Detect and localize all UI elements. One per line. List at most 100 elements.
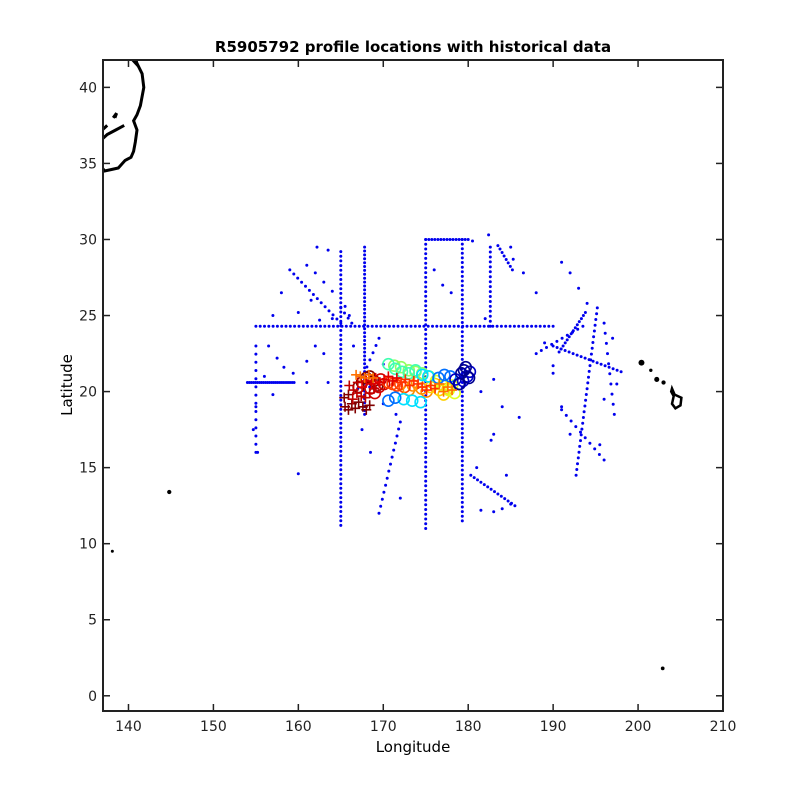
historical-point bbox=[339, 306, 343, 310]
historical-point bbox=[551, 344, 555, 348]
ctd-marker bbox=[383, 371, 394, 382]
historical-point bbox=[460, 427, 464, 431]
x-tick-label: 210 bbox=[710, 719, 737, 735]
y-tick-label: 35 bbox=[79, 156, 97, 172]
historical-point bbox=[268, 381, 272, 384]
historical-point bbox=[460, 256, 464, 260]
historical-point bbox=[254, 377, 258, 381]
plot-frame bbox=[102, 59, 724, 712]
historical-point bbox=[448, 238, 452, 241]
historical-point bbox=[339, 421, 343, 425]
historical-point bbox=[587, 369, 591, 373]
historical-point bbox=[279, 291, 283, 295]
historical-point bbox=[288, 324, 292, 328]
x-tick-label: 150 bbox=[200, 719, 227, 735]
historical-point bbox=[579, 430, 582, 434]
historical-point bbox=[370, 324, 374, 328]
historical-point bbox=[611, 367, 615, 371]
historical-point bbox=[499, 494, 503, 498]
historical-point bbox=[555, 346, 559, 349]
historical-point bbox=[482, 483, 486, 487]
historical-point bbox=[509, 502, 513, 506]
historical-point bbox=[371, 351, 375, 355]
historical-point bbox=[363, 268, 367, 272]
historical-point bbox=[322, 352, 326, 356]
historical-point bbox=[424, 498, 428, 502]
historical-point bbox=[563, 349, 567, 352]
historical-point bbox=[560, 408, 564, 412]
historical-point bbox=[305, 263, 309, 267]
historical-point bbox=[363, 350, 367, 354]
historical-point bbox=[339, 343, 343, 346]
historical-point bbox=[254, 442, 258, 446]
historical-point bbox=[488, 300, 492, 303]
historical-point bbox=[418, 324, 422, 328]
historical-point bbox=[488, 245, 492, 249]
historical-point bbox=[300, 280, 304, 284]
historical-point bbox=[509, 245, 513, 249]
historical-point bbox=[339, 417, 343, 421]
historical-point bbox=[578, 444, 582, 448]
historical-point bbox=[339, 259, 343, 263]
historical-point bbox=[610, 392, 614, 396]
historical-point bbox=[424, 493, 428, 497]
historical-point bbox=[611, 402, 615, 406]
historical-point bbox=[603, 331, 607, 335]
historical-point bbox=[474, 324, 478, 328]
historical-point bbox=[431, 324, 434, 328]
historical-point bbox=[309, 298, 313, 302]
historical-point bbox=[424, 408, 428, 412]
historical-point bbox=[460, 321, 464, 324]
historical-point bbox=[471, 239, 474, 243]
historical-point bbox=[424, 299, 428, 303]
historical-point bbox=[460, 270, 464, 274]
historical-point bbox=[460, 339, 464, 343]
historical-point bbox=[311, 293, 315, 296]
historical-point bbox=[424, 418, 428, 421]
historical-point bbox=[271, 393, 275, 397]
historical-point bbox=[460, 279, 464, 283]
historical-point bbox=[492, 432, 496, 436]
historical-point bbox=[363, 331, 367, 335]
historical-point bbox=[583, 311, 587, 314]
historical-point bbox=[598, 443, 602, 447]
historical-point bbox=[589, 352, 593, 356]
historical-point bbox=[379, 324, 383, 328]
island bbox=[638, 359, 645, 366]
float-profile-marker bbox=[394, 360, 408, 374]
historical-point bbox=[576, 462, 579, 466]
historical-point bbox=[491, 324, 495, 328]
historical-point bbox=[296, 276, 300, 280]
historical-point bbox=[398, 496, 402, 500]
historical-point bbox=[339, 445, 343, 448]
ctd-marker bbox=[353, 397, 364, 408]
historical-point bbox=[339, 505, 343, 509]
historical-point bbox=[488, 280, 492, 284]
historical-point bbox=[435, 324, 439, 328]
historical-point bbox=[368, 358, 372, 362]
historical-point bbox=[339, 291, 343, 295]
historical-point bbox=[282, 381, 286, 384]
historical-point bbox=[339, 273, 343, 277]
historical-point bbox=[577, 286, 581, 290]
coastline bbox=[103, 60, 146, 173]
historical-point bbox=[363, 304, 367, 307]
x-tick-label: 170 bbox=[370, 719, 397, 735]
historical-point bbox=[389, 462, 392, 466]
float-profile-marker bbox=[405, 394, 419, 408]
historical-point bbox=[339, 264, 343, 268]
historical-point bbox=[339, 333, 343, 337]
island bbox=[654, 376, 660, 382]
historical-point bbox=[521, 271, 525, 275]
historical-point bbox=[575, 323, 579, 327]
historical-point bbox=[573, 326, 577, 330]
y-tick-label: 40 bbox=[79, 80, 97, 96]
historical-point bbox=[460, 464, 464, 467]
historical-point bbox=[346, 316, 350, 320]
historical-point bbox=[363, 362, 367, 366]
historical-point bbox=[439, 238, 443, 241]
historical-point bbox=[463, 238, 467, 241]
historical-point bbox=[460, 238, 464, 241]
historical-point bbox=[488, 250, 492, 254]
historical-point bbox=[284, 324, 288, 328]
